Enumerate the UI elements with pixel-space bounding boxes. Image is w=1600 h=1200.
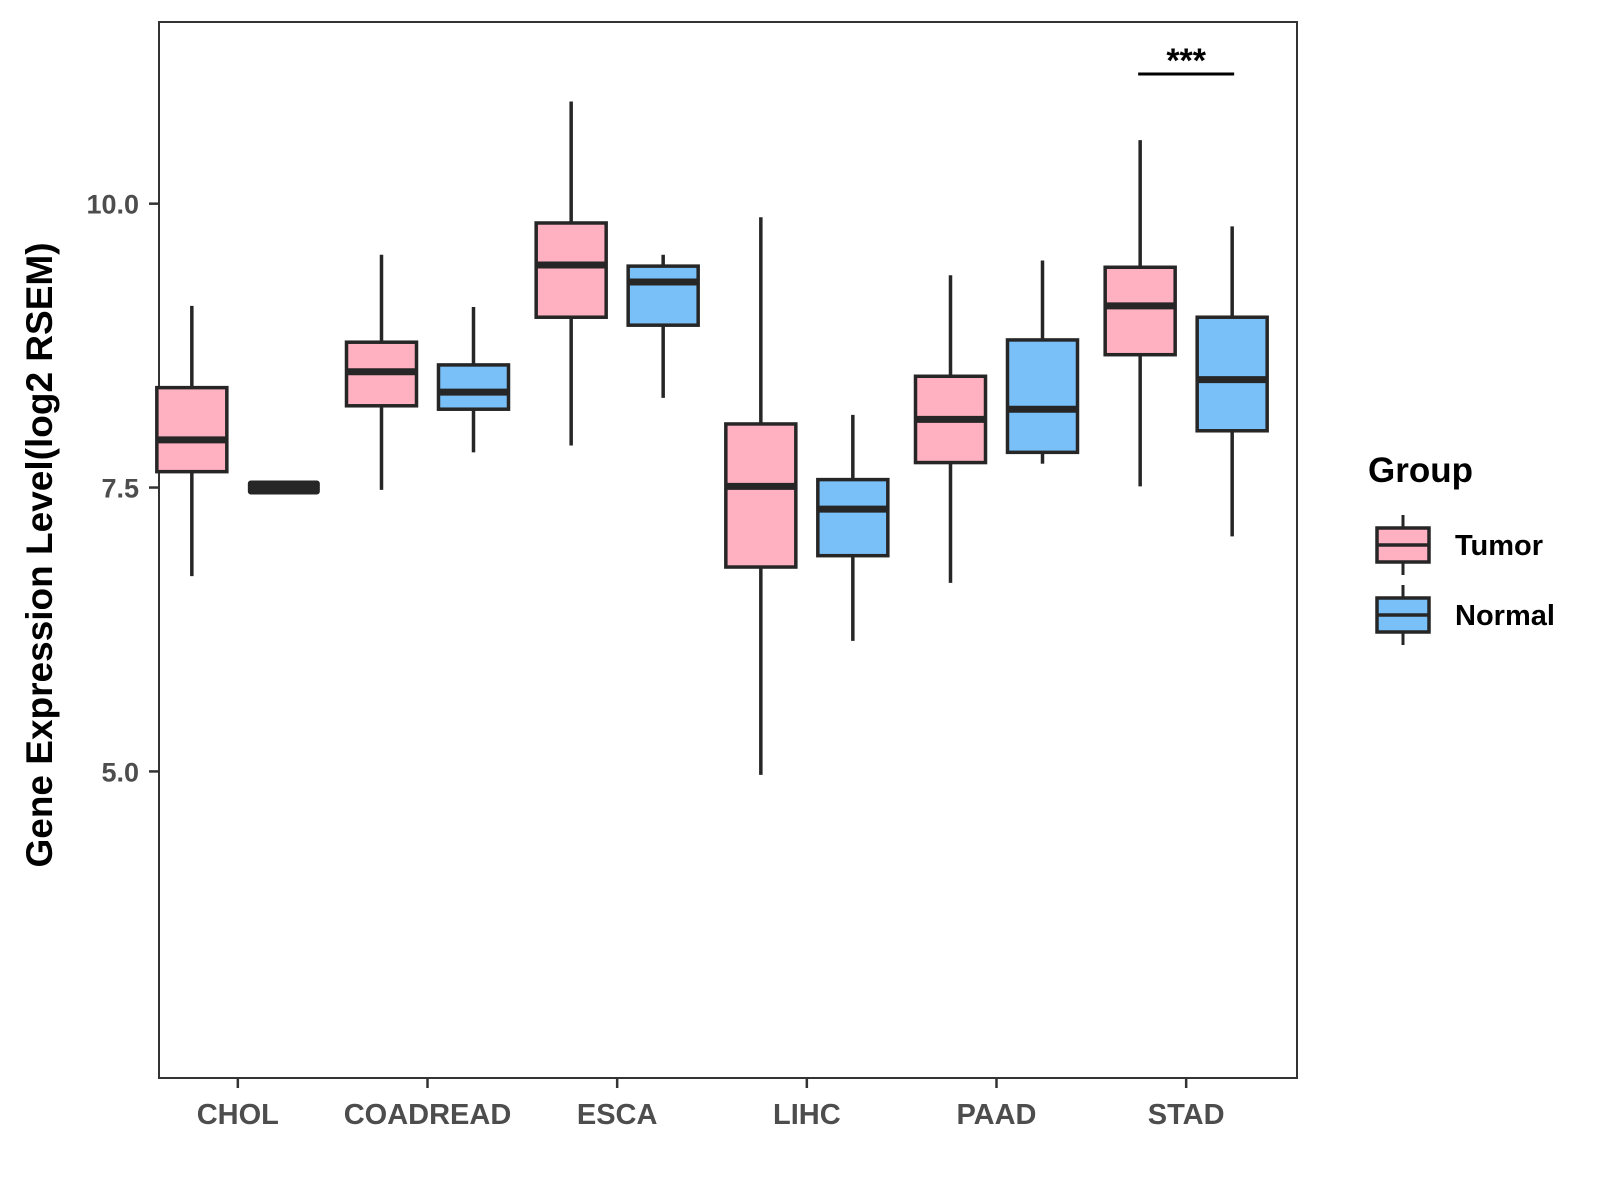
x-tick-label-lihc: LIHC (773, 1099, 841, 1131)
y-axis-title: Gene Expression Level(log2 RSEM) (19, 242, 60, 867)
legend-title: Group (1368, 451, 1473, 490)
box-tumor-stad (1103, 265, 1177, 357)
plot-area: 5.0 7.5 10.0 CHOL COADREAD ESCA LIHC PAAD STAD **… (86, 21, 1298, 1131)
y-tick-label: 5.0 (101, 757, 139, 787)
x-tick-label-chol: CHOL (197, 1099, 279, 1131)
box-normal-paad (1005, 338, 1080, 455)
box-normal-chol (247, 480, 320, 495)
box-normal-stad (1195, 315, 1269, 433)
significance-label-stad: *** (1166, 42, 1206, 80)
y-tick-label: 10.0 (86, 190, 139, 220)
legend-label-normal: Normal (1455, 600, 1555, 632)
box-normal-lihc (816, 477, 890, 558)
legend: Group Tumor Normal (1368, 451, 1555, 645)
x-tick-label-paad: PAAD (956, 1099, 1036, 1131)
box-tumor-lihc (724, 422, 798, 569)
legend-label-tumor: Tumor (1455, 530, 1543, 562)
x-tick-label-stad: STAD (1148, 1099, 1225, 1131)
box-tumor-chol (155, 385, 229, 474)
box-normal-esca (626, 264, 700, 327)
x-tick-label-esca: ESCA (577, 1099, 658, 1131)
plot-panel-border (158, 21, 1298, 1079)
box-normal-coadread (436, 363, 511, 411)
box-tumor-esca (534, 221, 608, 319)
y-tick-label: 7.5 (101, 474, 139, 504)
x-tick-label-coadread: COADREAD (344, 1099, 512, 1131)
